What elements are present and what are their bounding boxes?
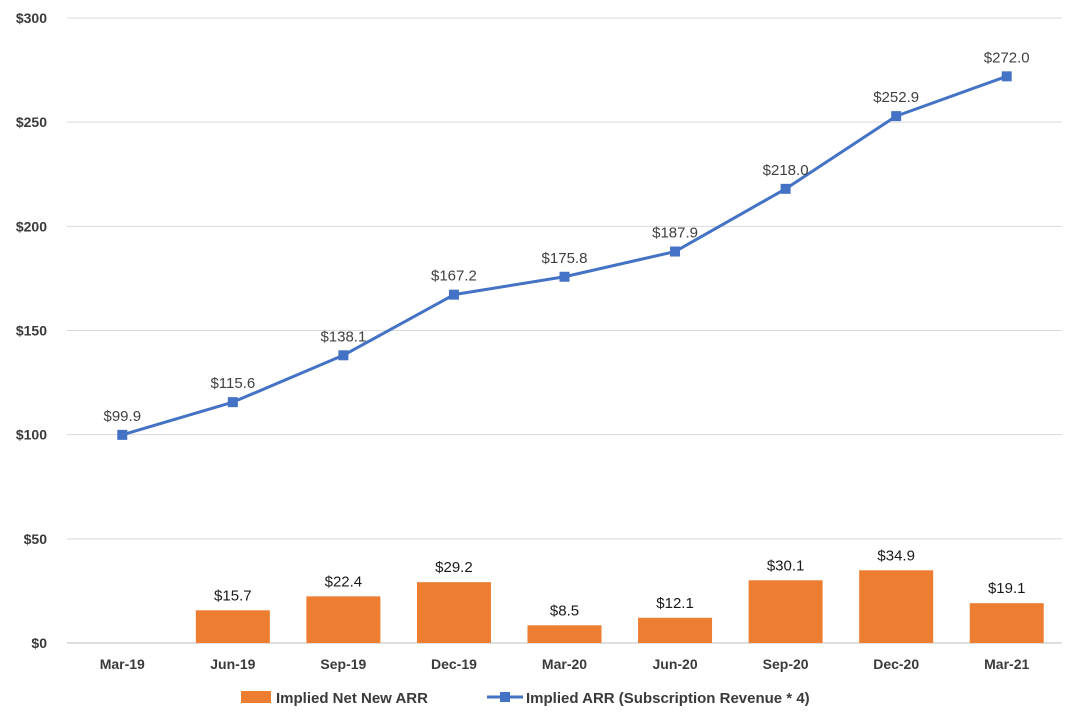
y-tick-label: $0 xyxy=(31,635,47,651)
line-data-label: $218.0 xyxy=(763,162,809,179)
bar-data-label: $30.1 xyxy=(767,557,805,574)
line-marker xyxy=(117,429,128,440)
x-tick-label: Sep-19 xyxy=(320,656,366,672)
line-data-label: $175.8 xyxy=(542,250,588,267)
y-axis: $0 $50 $100 $150 $200 $250 $300 xyxy=(16,10,47,651)
line-data-label: $252.9 xyxy=(873,89,919,106)
bar xyxy=(638,617,713,643)
y-tick-label: $200 xyxy=(16,218,47,234)
x-tick-label: Mar-19 xyxy=(100,656,145,672)
line-marker xyxy=(670,246,681,257)
x-tick-label: Jun-20 xyxy=(652,656,697,672)
y-tick-label: $150 xyxy=(16,323,47,339)
bar-data-label: $29.2 xyxy=(435,559,473,576)
y-tick-label: $250 xyxy=(16,114,47,130)
line-series: $99.9 $115.6 $138.1 $167.2 $175.8 $187.9 $218.… xyxy=(104,49,1030,440)
bar xyxy=(306,596,381,643)
bar xyxy=(416,582,491,643)
gridlines xyxy=(67,17,1062,644)
line-marker xyxy=(891,111,902,122)
x-axis: Mar-19 Jun-19 Sep-19 Dec-19 Mar-20 Jun-20 Sep-… xyxy=(100,656,1030,672)
x-tick-label: Dec-20 xyxy=(873,656,919,672)
line-marker xyxy=(448,289,459,300)
bar xyxy=(527,625,602,643)
bar xyxy=(748,580,823,643)
legend-line-label: Implied ARR (Subscription Revenue * 4) xyxy=(526,690,810,707)
line-data-label: $187.9 xyxy=(652,225,698,242)
legend: Implied Net New ARR Implied ARR (Subscri… xyxy=(241,690,810,707)
x-tick-label: Mar-21 xyxy=(984,656,1029,672)
line-marker xyxy=(559,271,570,282)
bar xyxy=(859,570,934,643)
bar-data-label: $34.9 xyxy=(877,547,915,564)
line-data-label: $138.1 xyxy=(320,328,366,345)
line-marker xyxy=(780,183,791,194)
x-tick-label: Dec-19 xyxy=(431,656,477,672)
line-data-label: $99.9 xyxy=(104,408,142,425)
bar-data-label: $12.1 xyxy=(656,595,694,612)
x-tick-label: Jun-19 xyxy=(210,656,255,672)
bar-data-label: $15.7 xyxy=(214,587,252,604)
bar-series: $15.7 $22.4 $29.2 $8.5 $12.1 $30.1 $34.9 $19.1 xyxy=(195,547,1044,643)
y-tick-label: $100 xyxy=(16,427,47,443)
line-data-label: $167.2 xyxy=(431,268,477,285)
line-data-label: $115.6 xyxy=(210,375,255,392)
x-tick-label: Mar-20 xyxy=(542,656,587,672)
legend-bar-swatch xyxy=(241,691,271,703)
bar-data-label: $22.4 xyxy=(325,573,363,590)
line-data-label: $272.0 xyxy=(984,49,1030,66)
y-tick-label: $50 xyxy=(24,531,48,547)
bar-data-label: $19.1 xyxy=(988,580,1026,597)
y-tick-label: $300 xyxy=(16,10,47,26)
bar-data-label: $8.5 xyxy=(550,602,579,619)
x-tick-label: Sep-20 xyxy=(763,656,809,672)
legend-line-marker xyxy=(500,692,510,702)
line-marker xyxy=(1001,71,1012,82)
bar xyxy=(969,603,1044,643)
bar xyxy=(195,610,270,643)
legend-bar-label: Implied Net New ARR xyxy=(276,690,428,707)
line-marker xyxy=(227,397,238,408)
line-marker xyxy=(338,350,349,361)
